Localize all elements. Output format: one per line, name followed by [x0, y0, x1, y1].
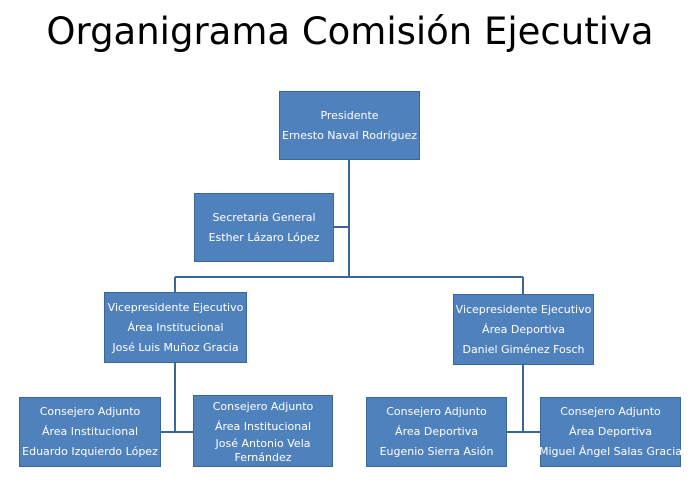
node-person: Esther Lázaro López: [208, 230, 320, 244]
node-person: Eduardo Izquierdo López: [22, 445, 158, 458]
node-vp-institucional[interactable]: Vicepresidente Ejecutivo Área Institucio…: [104, 292, 247, 363]
page-title: Organigrama Comisión Ejecutiva: [46, 10, 654, 53]
node-consejero-dep-1[interactable]: Consejero Adjunto Área Deportiva Eugenio…: [366, 397, 507, 467]
node-person: Miguel Ángel Salas Gracia: [539, 445, 682, 458]
node-area: Área Institucional: [127, 320, 224, 334]
node-area: Área Institucional: [41, 425, 138, 438]
node-consejero-inst-2[interactable]: Consejero Adjunto Área Institucional Jos…: [193, 395, 333, 467]
node-role: Consejero Adjunto: [386, 405, 487, 418]
node-presidente[interactable]: Presidente Ernesto Naval Rodríguez: [279, 91, 420, 160]
node-person-line1: José Antonio Vela: [215, 437, 311, 450]
node-area: Área Institucional: [214, 420, 311, 433]
node-role: Vicepresidente Ejecutivo: [455, 302, 592, 316]
node-vp-deportiva[interactable]: Vicepresidente Ejecutivo Área Deportiva …: [453, 294, 594, 365]
node-person: Eugenio Sierra Asión: [379, 445, 494, 458]
node-role: Presidente: [320, 108, 379, 122]
node-area: Área Deportiva: [482, 322, 565, 336]
node-area: Área Deportiva: [569, 425, 652, 438]
node-role: Consejero Adjunto: [212, 400, 314, 413]
node-role: Vicepresidente Ejecutivo: [107, 300, 244, 314]
node-person: José Luis Muñoz Gracia: [112, 340, 239, 354]
node-consejero-dep-2[interactable]: Consejero Adjunto Área Deportiva Miguel …: [539, 397, 682, 467]
node-role: Secretaria General: [212, 210, 316, 224]
node-role: Consejero Adjunto: [39, 405, 141, 418]
node-secretaria-general[interactable]: Secretaria General Esther Lázaro López: [194, 193, 334, 262]
node-consejero-inst-1[interactable]: Consejero Adjunto Área Institucional Edu…: [19, 397, 161, 467]
node-person-line2: Fernández: [234, 451, 292, 464]
node-person: Ernesto Naval Rodríguez: [282, 128, 417, 142]
node-area: Área Deportiva: [395, 425, 478, 438]
node-person: Daniel Giménez Fosch: [462, 342, 585, 356]
node-role: Consejero Adjunto: [560, 405, 661, 418]
